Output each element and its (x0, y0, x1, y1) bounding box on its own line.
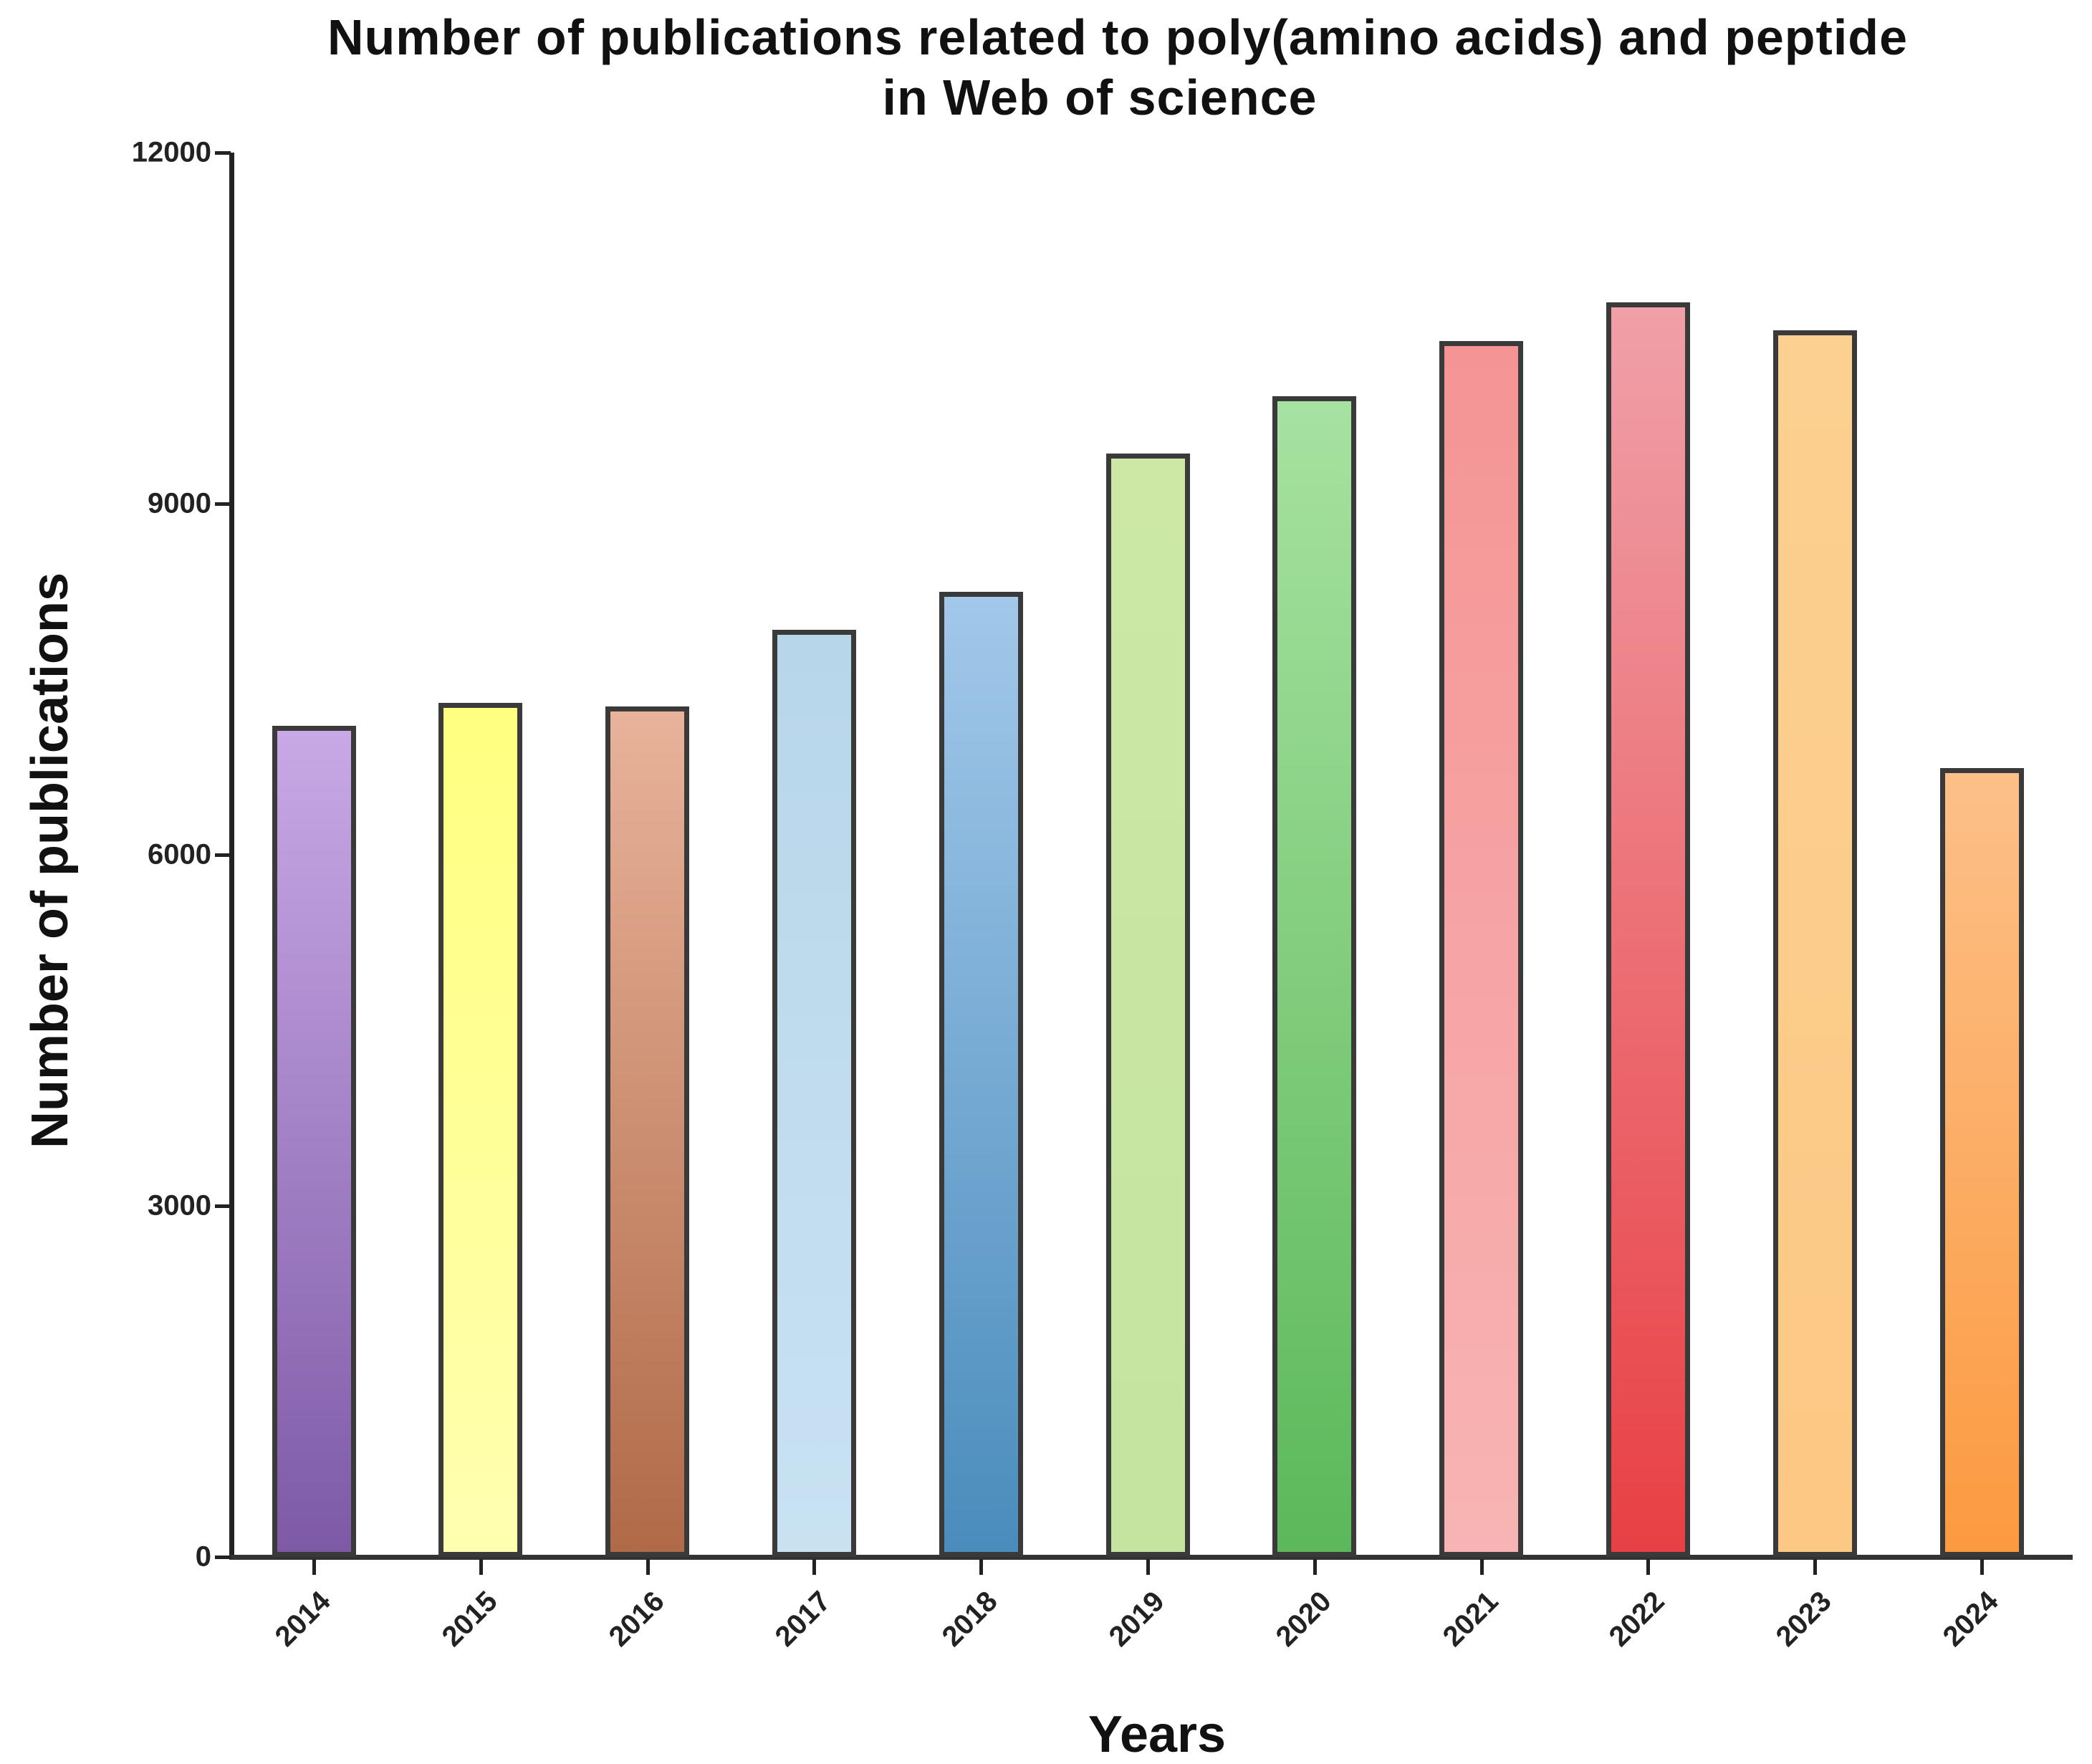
bar-2018 (939, 591, 1023, 1557)
x-tick (979, 1559, 984, 1575)
x-tick-label: 2017 (769, 1585, 838, 1653)
x-tick (1313, 1559, 1317, 1575)
bar-2016 (605, 706, 690, 1557)
y-tick (215, 1556, 231, 1559)
y-tick-label: 9000 (148, 487, 211, 519)
x-tick (479, 1559, 483, 1575)
bar-2019 (1105, 453, 1190, 1557)
x-axis-line (229, 1555, 2073, 1560)
x-tick-label: 2018 (936, 1585, 1004, 1653)
chart-title-line-1: Number of publications related to poly(a… (327, 9, 1908, 65)
x-tick (1980, 1559, 1984, 1575)
x-tick-label: 2020 (1270, 1585, 1338, 1653)
x-tick (812, 1559, 817, 1575)
x-tick-label: 2015 (436, 1585, 504, 1653)
bar-2024 (1939, 768, 2024, 1557)
x-tick-label: 2024 (1937, 1585, 2005, 1653)
x-tick-label: 2021 (1436, 1585, 1505, 1653)
y-tick-label: 12000 (131, 136, 211, 168)
y-tick-label: 0 (195, 1540, 211, 1573)
y-axis-line (229, 153, 234, 1559)
x-tick (646, 1559, 650, 1575)
y-tick (215, 151, 231, 155)
x-tick-label: 2014 (269, 1585, 337, 1653)
chart-title-line-2: in Web of science (882, 69, 1318, 125)
x-tick-label: 2022 (1603, 1585, 1671, 1653)
x-tick (1813, 1559, 1818, 1575)
y-tick (215, 853, 231, 857)
bar-2017 (772, 630, 856, 1557)
y-tick-label: 6000 (148, 838, 211, 871)
x-tick (1146, 1559, 1150, 1575)
y-tick-label: 3000 (148, 1189, 211, 1222)
chart-title: Number of publications related to poly(a… (0, 7, 2092, 128)
x-tick-label: 2019 (1103, 1585, 1171, 1653)
bar-2023 (1772, 330, 1857, 1557)
bar-2015 (438, 702, 523, 1557)
y-axis-label: Number of publications (21, 572, 79, 1149)
x-tick-label: 2023 (1770, 1585, 1838, 1653)
bar-2022 (1606, 302, 1690, 1557)
x-tick (1646, 1559, 1651, 1575)
bar-2014 (272, 726, 356, 1557)
x-tick (312, 1559, 316, 1575)
bar-2020 (1272, 396, 1357, 1557)
y-tick (215, 502, 231, 506)
x-tick (1479, 1559, 1484, 1575)
x-axis-label: Years (1088, 1706, 1227, 1763)
bar-2021 (1439, 340, 1524, 1557)
x-tick-label: 2016 (603, 1585, 671, 1653)
y-tick (215, 1204, 231, 1208)
